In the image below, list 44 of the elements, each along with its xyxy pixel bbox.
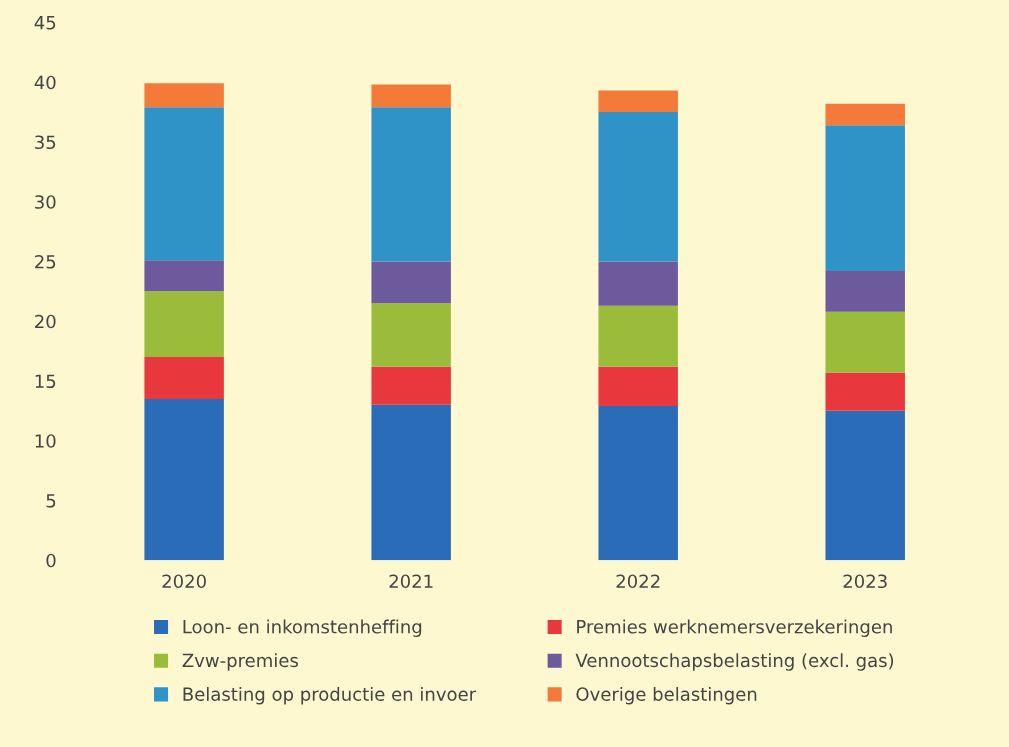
x-tick-label: 2023 [843, 574, 887, 589]
x-tick-label: 2020 [162, 574, 206, 589]
bar [371, 84, 451, 108]
legend-label: Zvw-premies [182, 653, 298, 671]
x-tick-label: 2021 [389, 574, 433, 589]
bar [825, 311, 905, 373]
y-tick-label: 45 [34, 16, 56, 30]
bar [825, 271, 905, 312]
bar [825, 372, 905, 411]
legend-label: Overige belastingen [576, 686, 757, 705]
y-tick-label: 20 [35, 314, 56, 329]
bar [144, 357, 224, 399]
bar [825, 125, 905, 272]
bar [144, 398, 224, 561]
bar [598, 261, 678, 306]
legend-label: Belasting op productie en invoer [183, 686, 477, 705]
x-tick-label: 2022 [616, 574, 660, 589]
y-tick-label: 30 [35, 195, 56, 209]
bar [598, 406, 678, 561]
legend-label: Vennootschapsbelasting (excl. gas) [575, 653, 894, 671]
bar [825, 410, 905, 561]
bar [144, 107, 224, 261]
y-tick-label: 10 [35, 434, 56, 448]
bar [371, 107, 451, 262]
legend-label: Loon- en inkomstenheffing [183, 619, 422, 637]
y-tick-label: 0 [46, 553, 56, 568]
bar [598, 305, 678, 367]
bar [598, 366, 678, 407]
legend-label: Premies werknemersverzekeringen [577, 619, 892, 637]
bar [371, 404, 451, 561]
bar [371, 303, 451, 367]
bar [144, 260, 224, 292]
y-tick-label: 40 [34, 75, 56, 90]
bar [144, 291, 224, 358]
y-tick-label: 15 [35, 374, 56, 389]
bar [371, 366, 451, 405]
y-tick-label: 35 [35, 135, 56, 150]
bar [825, 103, 905, 126]
bar [598, 90, 678, 113]
bar [144, 83, 224, 108]
bar [598, 112, 678, 262]
y-tick-label: 25 [35, 254, 56, 269]
y-tick-label: 5 [46, 494, 56, 508]
bar [371, 261, 451, 304]
